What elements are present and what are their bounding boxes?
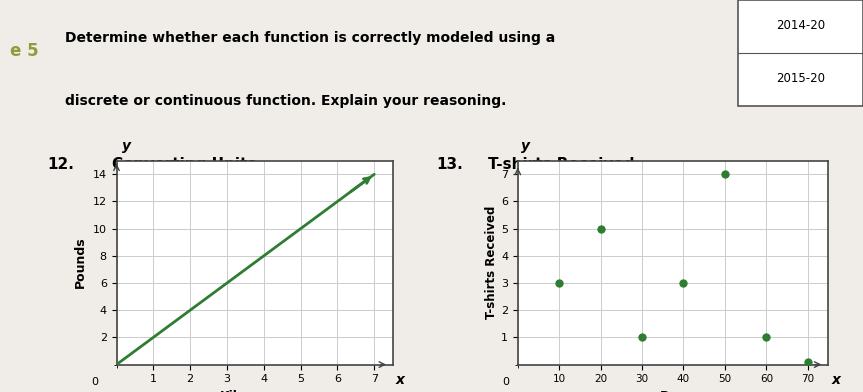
Text: 13.: 13. [436,157,463,172]
Text: e 5: e 5 [10,42,39,60]
Text: x: x [832,373,841,387]
Text: 0: 0 [91,377,98,387]
Y-axis label: T-shirts Received: T-shirts Received [485,206,498,319]
Text: y: y [521,138,530,152]
Y-axis label: Pounds: Pounds [74,237,87,289]
Text: Converting Units: Converting Units [112,157,256,172]
Text: 2015-20: 2015-20 [776,72,825,85]
Text: 12.: 12. [47,157,74,172]
X-axis label: Kilograms: Kilograms [219,390,290,392]
Text: T-shirts Received: T-shirts Received [488,157,634,172]
Text: 2014-20: 2014-20 [776,19,825,32]
Text: Determine whether each function is correctly modeled using a: Determine whether each function is corre… [65,31,555,45]
Text: discrete or continuous function. Explain your reasoning.: discrete or continuous function. Explain… [65,94,506,108]
Text: 0: 0 [502,377,509,387]
Text: y: y [122,138,131,152]
Bar [738,0,863,106]
Text: x: x [395,373,405,387]
X-axis label: Day: Day [660,390,686,392]
